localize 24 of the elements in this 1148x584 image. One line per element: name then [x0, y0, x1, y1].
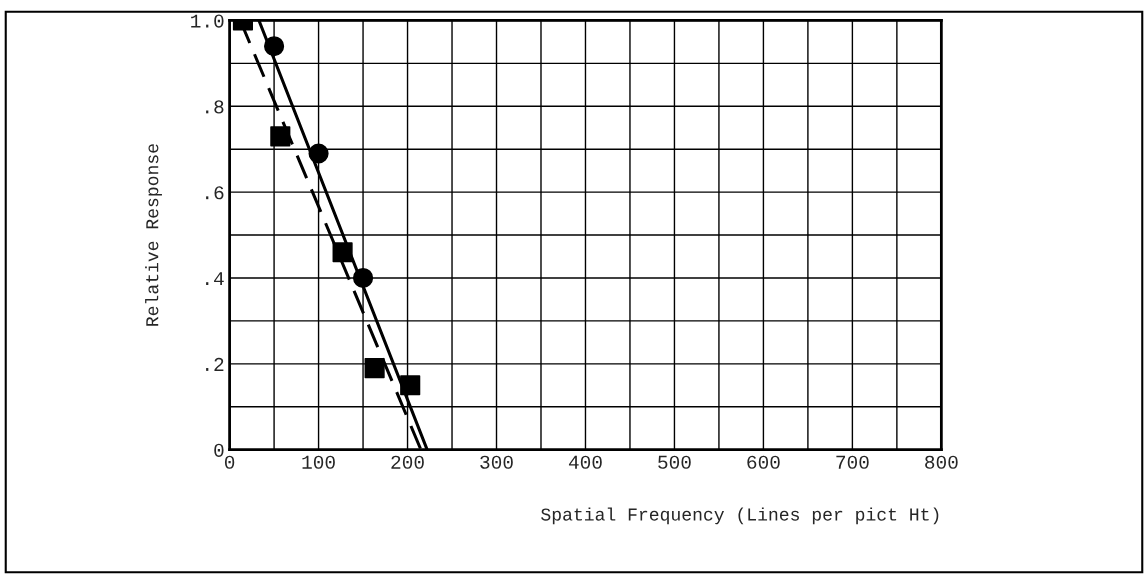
point: [352, 267, 374, 289]
point: [364, 358, 385, 379]
y-tick-label: .8: [206, 100, 224, 114]
y-tick-label: 0: [214, 443, 224, 457]
point: [308, 143, 329, 164]
y-tick-label: .4: [206, 272, 224, 286]
y-tick-label: 1.0: [191, 14, 224, 28]
point: [264, 36, 285, 57]
x-tick-label: 400: [568, 455, 602, 469]
y-tick-label: .6: [206, 186, 224, 200]
x-axis-title: Spatial Frequency (Lines per pict Ht): [541, 507, 939, 525]
y-axis-title: Relative Response: [145, 144, 162, 326]
point: [332, 242, 353, 263]
point: [270, 126, 291, 147]
x-tick-label: 600: [747, 455, 780, 469]
x-tick-label: 500: [658, 455, 691, 469]
x-tick-label: 0: [224, 455, 235, 469]
x-tick-label: 200: [391, 455, 424, 469]
x-tick-label: 100: [302, 455, 335, 469]
x-tick-label: 300: [480, 455, 513, 469]
y-tick-label: .2: [206, 357, 224, 371]
x-tick-label: 800: [925, 455, 958, 469]
x-tick-label: 700: [836, 455, 869, 469]
point: [400, 375, 421, 396]
